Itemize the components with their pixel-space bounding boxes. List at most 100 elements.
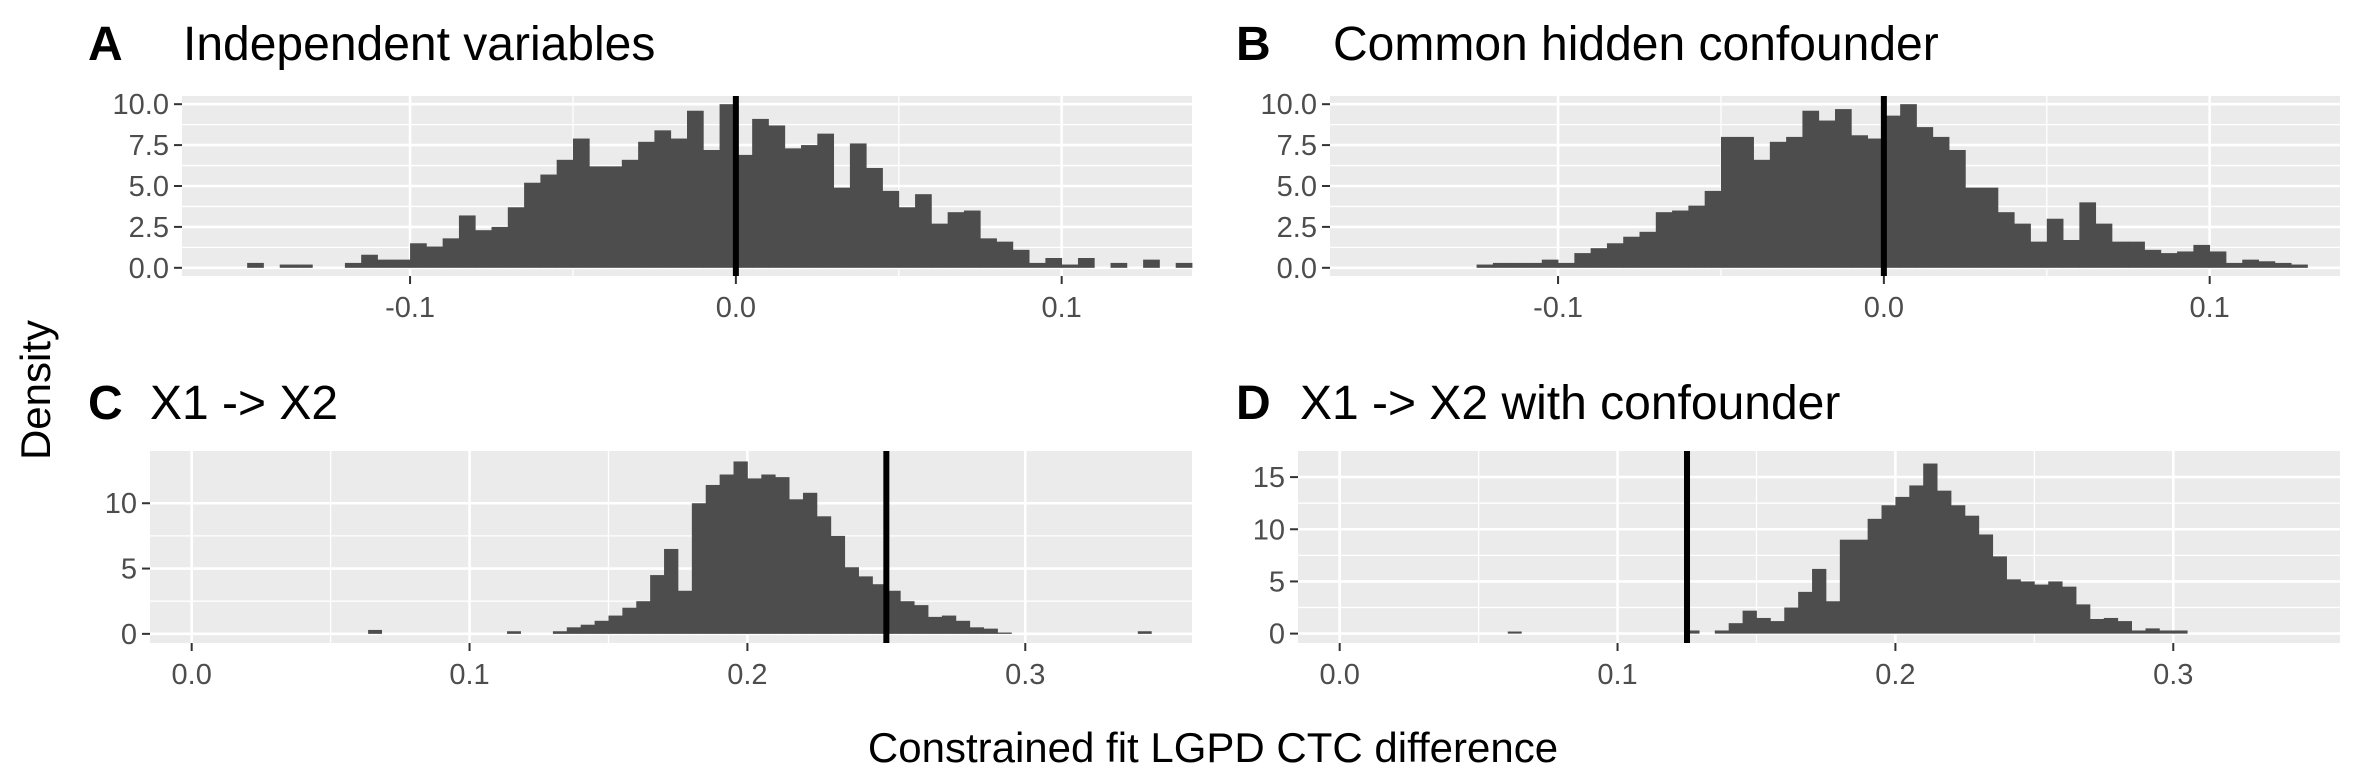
histogram-bar <box>761 474 776 634</box>
histogram-bar <box>566 627 582 634</box>
histogram-bar <box>2020 581 2035 634</box>
histogram-bar <box>983 628 998 634</box>
histogram-bar <box>1623 236 1640 268</box>
x-tick-label: 0.2 <box>727 659 767 691</box>
histogram-bar <box>1175 262 1193 268</box>
x-tick-label: -0.1 <box>385 292 435 324</box>
histogram-bar <box>552 631 568 634</box>
histogram-bar <box>1492 262 1510 268</box>
histogram-bar <box>886 590 901 634</box>
histogram-bar <box>491 226 509 268</box>
histogram-bar <box>1965 187 1983 268</box>
histogram-bar <box>1949 150 1966 268</box>
histogram-bar <box>2006 579 2021 634</box>
histogram-bar <box>458 215 476 268</box>
histogram-bar <box>442 238 460 268</box>
x-axis-title: Constrained fit LGPD CTC difference <box>868 724 1558 771</box>
histogram-bar <box>775 477 790 634</box>
y-tick-label: 0.0 <box>1277 253 1317 285</box>
histogram-bar <box>1137 631 1152 634</box>
histogram-bar <box>638 141 655 268</box>
histogram-bar <box>1541 259 1559 268</box>
histogram-bar <box>524 182 541 268</box>
histogram-bar <box>1786 136 1803 268</box>
histogram-bar <box>507 631 521 634</box>
histogram-bar <box>636 601 651 634</box>
histogram-bar <box>1728 623 1743 634</box>
histogram-bar <box>426 246 444 268</box>
histogram-bar <box>580 624 595 634</box>
histogram-bar <box>2144 249 2162 268</box>
histogram-bar <box>1900 104 1917 268</box>
histogram-bar <box>1639 231 1657 268</box>
histogram-bar <box>507 207 525 268</box>
histogram-bar <box>2103 617 2119 634</box>
histogram-bar <box>2291 264 2308 268</box>
histogram-bar <box>858 576 873 634</box>
x-tick-label: 0.0 <box>1320 659 1360 691</box>
histogram-bar <box>540 174 558 268</box>
histogram-bar <box>1029 262 1046 268</box>
histogram-bar <box>589 166 606 268</box>
panel-d-title: X1 -> X2 with confounder <box>1300 377 1840 430</box>
x-tick-label: 0.1 <box>1042 292 1082 324</box>
y-tick-label: 2.5 <box>129 212 169 244</box>
histogram-bar <box>1867 138 1885 268</box>
histogram-bar <box>1476 264 1494 268</box>
histogram-bar <box>475 230 492 268</box>
panel-b-title: Common hidden confounder <box>1333 18 1939 71</box>
histogram-bar <box>1881 505 1896 634</box>
panel-c-plot: 0.0 0.1 0.2 0.3 0 5 10 <box>105 451 1192 691</box>
histogram-bar <box>996 241 1014 268</box>
histogram-bar <box>898 207 916 268</box>
histogram-bar <box>410 243 427 268</box>
y-tick-label: 5 <box>1269 566 1285 598</box>
y-tick-label: 7.5 <box>129 130 169 162</box>
histogram-bar <box>947 212 965 268</box>
histogram-bar <box>2193 244 2211 268</box>
histogram-bar <box>1784 607 1799 634</box>
histogram-bar <box>817 133 835 268</box>
x-tick-label: 0.3 <box>2153 659 2193 691</box>
histogram-bar <box>844 567 859 634</box>
histogram-bar <box>915 194 932 268</box>
histogram-bar <box>1867 518 1882 634</box>
histogram-bar <box>691 503 707 634</box>
histogram-bar <box>2131 630 2146 634</box>
histogram-bar <box>2160 253 2178 268</box>
histogram-bar <box>1769 141 1787 268</box>
histogram-bar <box>941 615 957 634</box>
histogram-bar <box>703 150 720 268</box>
histogram-bar <box>747 478 762 634</box>
histogram-bar <box>1997 212 2015 268</box>
histogram-bar <box>1853 539 1869 634</box>
histogram-bar <box>1012 249 1030 268</box>
y-tick-label: 2.5 <box>1277 212 1317 244</box>
histogram-bar <box>849 143 867 268</box>
histogram-bar <box>2117 621 2132 634</box>
histogram-bar <box>1981 187 1999 268</box>
histogram-bar <box>296 264 313 268</box>
histogram-bar <box>361 254 378 268</box>
histogram-bar <box>872 584 887 634</box>
histogram-bar <box>830 535 846 634</box>
histogram-bar <box>2076 604 2091 634</box>
histogram-bar <box>368 629 383 634</box>
histogram-bar <box>928 616 943 634</box>
histogram-bar <box>1509 262 1526 268</box>
histogram-bar <box>556 159 574 268</box>
histogram-bar <box>1606 243 1624 268</box>
histogram-bar <box>1895 496 1910 634</box>
histogram-bar <box>963 210 981 268</box>
histogram-bar <box>802 492 818 634</box>
histogram-bar <box>393 259 411 268</box>
histogram-bar <box>1798 591 1813 634</box>
histogram-bar <box>1756 617 1771 634</box>
histogram-bar <box>1574 253 1592 268</box>
histogram-bar <box>980 238 997 268</box>
histogram-bar <box>1770 621 1785 634</box>
histogram-bar <box>900 601 915 634</box>
histogram-bar <box>801 145 818 268</box>
y-tick-label: 10 <box>1253 514 1285 546</box>
